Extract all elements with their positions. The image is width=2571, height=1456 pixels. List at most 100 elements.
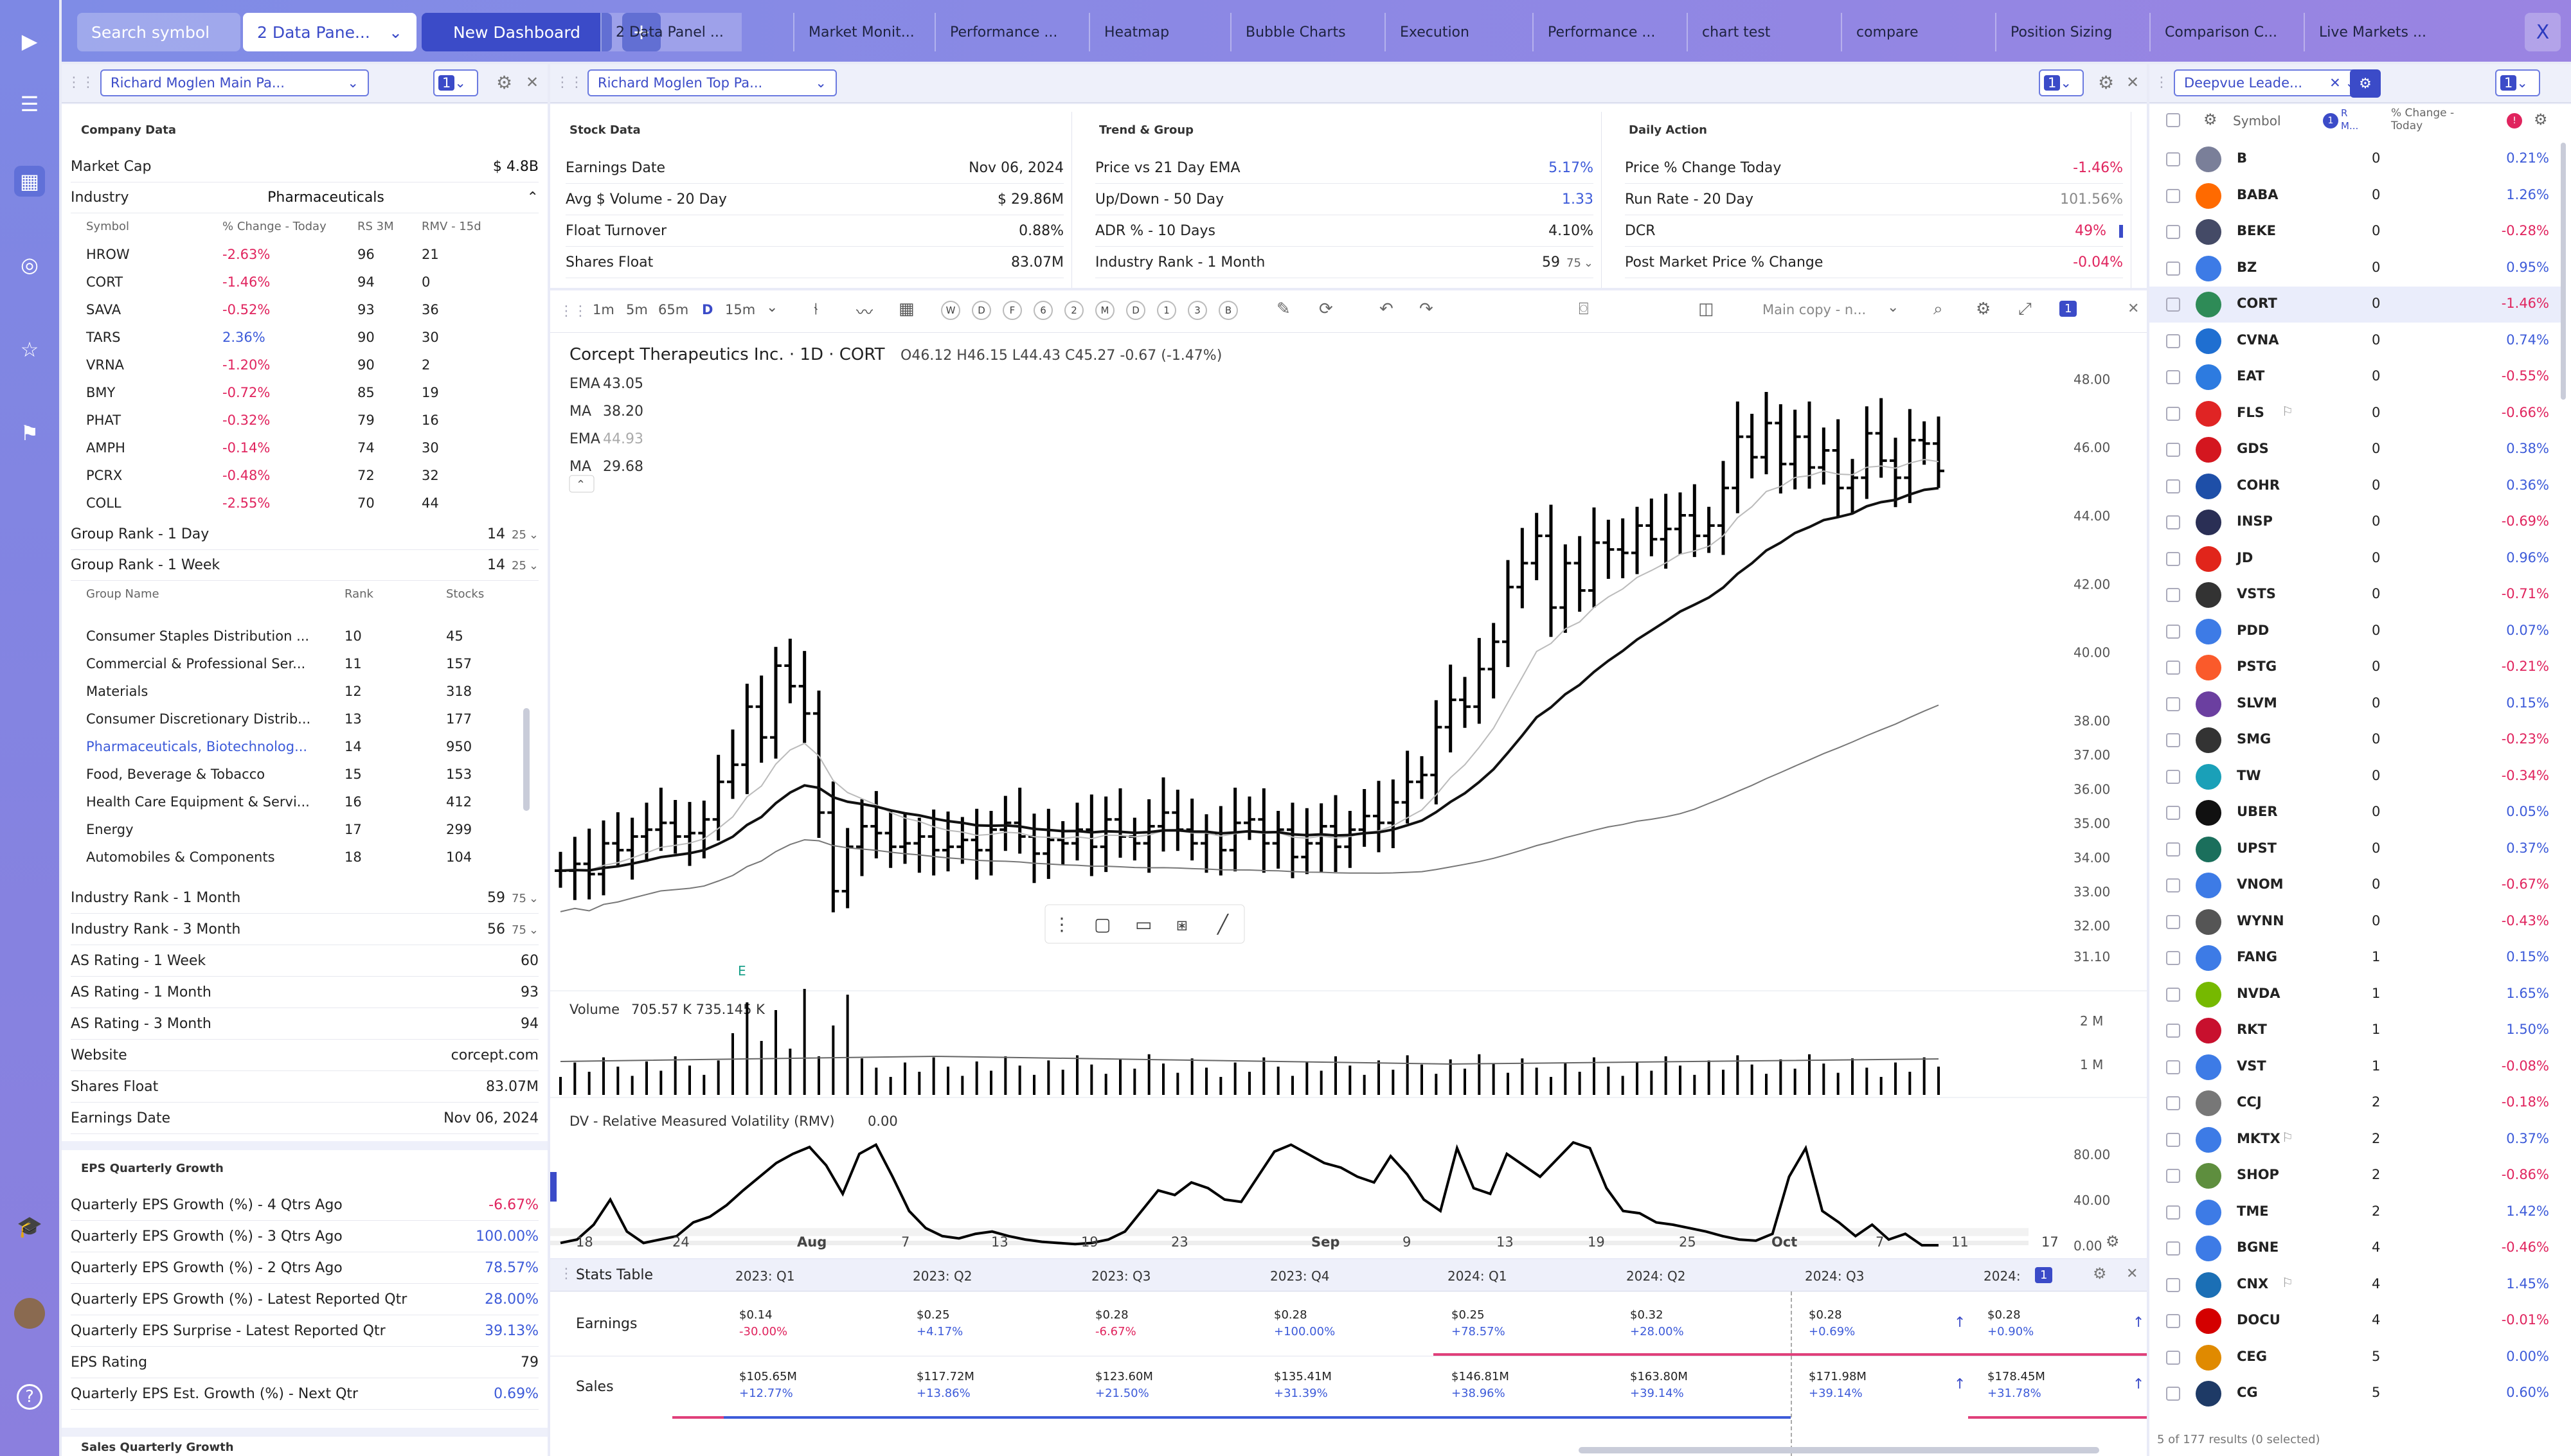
- watchlist-row[interactable]: BGNE 4 -0.46%: [2149, 1230, 2562, 1266]
- dashboard-select[interactable]: 2 Data Pane... ⌄: [243, 13, 417, 51]
- row-checkbox[interactable]: [2166, 987, 2180, 1002]
- new-dashboard-button[interactable]: New Dashboard: [422, 13, 612, 51]
- timeframe-chip[interactable]: 3: [1188, 301, 1207, 320]
- interval-button[interactable]: 5m: [626, 302, 648, 317]
- watchlist-row[interactable]: VNOM 0 -0.67%: [2149, 867, 2562, 903]
- row-checkbox[interactable]: [2166, 1132, 2180, 1147]
- zoom-icon[interactable]: ⌕: [1933, 299, 1943, 319]
- star-icon[interactable]: ☆: [20, 337, 39, 362]
- watchlist-row[interactable]: PSTG 0 -0.21%: [2149, 650, 2562, 686]
- drag-handle-icon[interactable]: ⋮: [1053, 914, 1071, 935]
- timeframe-chip[interactable]: M: [1095, 301, 1115, 320]
- chevron-down-icon[interactable]: ⌄: [766, 299, 778, 315]
- watchlist-row[interactable]: CORT 0 -1.46%: [2149, 287, 2562, 323]
- chevron-down-icon[interactable]: ⌄: [1887, 299, 1899, 315]
- ticker-symbol[interactable]: CVNA: [2237, 332, 2279, 348]
- left-panel-select[interactable]: Richard Moglen Main Pa... ⌄: [100, 69, 369, 96]
- vertical-scrollbar[interactable]: [2561, 143, 2566, 400]
- pencil-icon[interactable]: ✎: [1277, 299, 1291, 319]
- scrollbar[interactable]: [523, 708, 530, 811]
- line-tool-icon[interactable]: ╱: [1216, 914, 1230, 935]
- row-checkbox[interactable]: [2166, 842, 2180, 857]
- change-header[interactable]: % Change - Today: [2391, 107, 2455, 132]
- watchlist-row[interactable]: CCJ 2 -0.18%: [2149, 1085, 2562, 1121]
- fib-tool-icon[interactable]: ⧆: [1176, 914, 1188, 935]
- watchlist-row[interactable]: CNX ⚐ 4 1.45%: [2149, 1267, 2562, 1303]
- row-checkbox[interactable]: [2166, 733, 2180, 747]
- group-cell[interactable]: Food, Beverage & Tobacco: [86, 767, 265, 782]
- watchlist-row[interactable]: WYNN 0 -0.43%: [2149, 904, 2562, 940]
- flag-icon[interactable]: ⚐: [2282, 403, 2293, 419]
- ticker-symbol[interactable]: TME: [2237, 1203, 2269, 1219]
- ticker-symbol[interactable]: CG: [2237, 1385, 2258, 1400]
- row-checkbox[interactable]: [2166, 661, 2180, 675]
- peer-cell[interactable]: HROW: [86, 247, 130, 262]
- tab-1[interactable]: Market Monit...: [793, 13, 935, 51]
- close-icon[interactable]: ✕: [2128, 301, 2140, 317]
- row-checkbox[interactable]: [2166, 624, 2180, 639]
- row-checkbox[interactable]: [2166, 1024, 2180, 1038]
- watchlist-row[interactable]: B 0 0.21%: [2149, 141, 2562, 177]
- gear-icon[interactable]: ⚙: [1976, 299, 1991, 319]
- watchlist-row[interactable]: CG 5 0.60%: [2149, 1376, 2562, 1412]
- rectangle-tool-icon[interactable]: ▢: [1094, 914, 1111, 935]
- target-icon[interactable]: ◎: [21, 253, 39, 277]
- watchlist-row[interactable]: SMG 0 -0.23%: [2149, 722, 2562, 758]
- row-checkbox[interactable]: [2166, 769, 2180, 784]
- row-checkbox[interactable]: [2166, 1169, 2180, 1183]
- link-count-select[interactable]: 1: [2059, 301, 2077, 317]
- ticker-symbol[interactable]: BABA: [2237, 186, 2279, 202]
- row-checkbox[interactable]: [2166, 914, 2180, 929]
- group-rank-1d-value-wrap[interactable]: 14 25 ⌄: [487, 526, 539, 542]
- ticker-symbol[interactable]: FLS: [2237, 404, 2264, 420]
- price-chart[interactable]: 48.00 46.00 44.00 42.00 40.00 38.00 37.00 36.00…: [550, 333, 2147, 1258]
- ticker-symbol[interactable]: VNOM: [2237, 876, 2284, 892]
- flag-icon[interactable]: ⚐: [2282, 1129, 2293, 1145]
- collapse-indicators-button[interactable]: [569, 475, 595, 493]
- gear-icon[interactable]: ⚙: [2203, 111, 2217, 129]
- tab-2[interactable]: Performance ...: [935, 13, 1076, 51]
- ticker-symbol[interactable]: FANG: [2237, 949, 2277, 964]
- timeframe-chip[interactable]: D: [972, 301, 991, 320]
- ticker-symbol[interactable]: EAT: [2237, 368, 2265, 384]
- row-checkbox[interactable]: [2166, 1387, 2180, 1401]
- close-icon[interactable]: ✕: [526, 73, 539, 91]
- ticker-symbol[interactable]: TW: [2237, 767, 2261, 783]
- ticker-symbol[interactable]: COHR: [2237, 477, 2280, 493]
- watchlist-row[interactable]: DOCU 4 -0.01%: [2149, 1303, 2562, 1339]
- tab-10[interactable]: Comparison C...: [2149, 13, 2291, 51]
- chevron-down-icon[interactable]: ⌄: [1583, 256, 1593, 270]
- watchlist-row[interactable]: SHOP 2 -0.86%: [2149, 1158, 2562, 1194]
- bar-type-icon[interactable]: ⫮: [814, 299, 818, 319]
- row-checkbox[interactable]: [2166, 551, 2180, 566]
- ticker-symbol[interactable]: VSTS: [2237, 586, 2276, 601]
- timeframe-chip[interactable]: F: [1003, 301, 1022, 320]
- horizontal-scrollbar[interactable]: [1579, 1447, 2099, 1453]
- tab-0[interactable]: 2 Data Panel ...: [600, 13, 742, 51]
- row-checkbox[interactable]: [2166, 1096, 2180, 1110]
- row-checkbox[interactable]: [2166, 1060, 2180, 1074]
- settings-icon[interactable]: ⚙: [2106, 1232, 2120, 1250]
- timeframe-chip[interactable]: D: [1126, 301, 1145, 320]
- peer-cell[interactable]: BMY: [86, 385, 116, 400]
- watchlist-row[interactable]: BABA 0 1.26%: [2149, 178, 2562, 214]
- watchlist-row[interactable]: INSP 0 -0.69%: [2149, 504, 2562, 540]
- ticker-symbol[interactable]: WYNN: [2237, 912, 2284, 928]
- stat-value-wrap[interactable]: 59 75 ⌄: [487, 890, 539, 906]
- ticker-symbol[interactable]: CCJ: [2237, 1094, 2262, 1110]
- ticker-symbol[interactable]: CNX: [2237, 1275, 2269, 1292]
- symbol-header[interactable]: Symbol: [2233, 113, 2281, 129]
- group-cell[interactable]: Consumer Discretionary Distrib...: [86, 711, 311, 727]
- row-checkbox[interactable]: [2166, 1241, 2180, 1256]
- drag-handle-icon[interactable]: ⋮⋮: [559, 1266, 587, 1282]
- watchlist-select[interactable]: Deepvue Leade... ✕ ⌄: [2174, 69, 2367, 96]
- ticker-symbol[interactable]: VST: [2237, 1058, 2266, 1074]
- row-checkbox[interactable]: [2166, 1205, 2180, 1220]
- group-cell[interactable]: Automobiles & Components: [86, 849, 275, 865]
- gear-icon[interactable]: ⚙: [2093, 1265, 2107, 1283]
- row-checkbox[interactable]: [2166, 406, 2180, 421]
- tab-6[interactable]: Performance ...: [1532, 13, 1674, 51]
- watchlist-row[interactable]: CVNA 0 0.74%: [2149, 323, 2562, 359]
- row-checkbox[interactable]: [2166, 1277, 2180, 1292]
- indicators-icon[interactable]: 〰: [856, 303, 873, 323]
